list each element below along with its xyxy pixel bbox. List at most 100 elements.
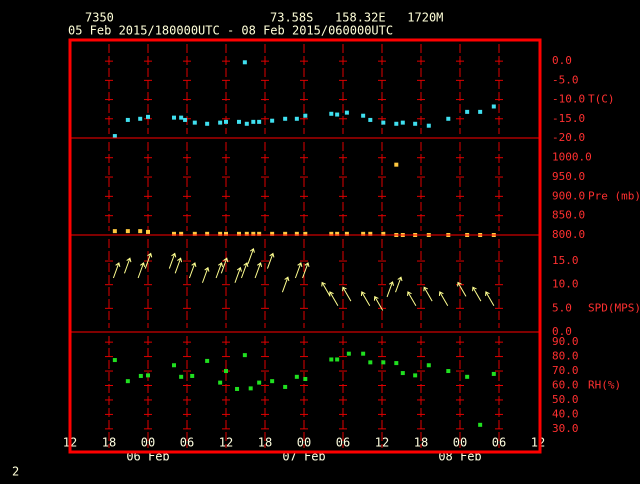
wind-arrow <box>342 286 352 302</box>
data-point <box>138 116 143 121</box>
data-point <box>218 120 223 125</box>
data-point <box>446 116 451 121</box>
x-tick-label: 06 <box>492 436 506 450</box>
data-point <box>192 231 197 236</box>
x-tick-label: 12 <box>219 436 233 450</box>
data-point <box>303 231 308 236</box>
data-point <box>146 114 150 119</box>
data-point <box>146 229 150 234</box>
data-point <box>381 360 386 365</box>
wind-arrow <box>407 291 417 307</box>
y-tick-label: 70.0 <box>552 364 579 377</box>
data-point <box>237 231 241 236</box>
y-tick-label: 80.0 <box>552 350 579 363</box>
data-point <box>335 231 340 236</box>
axis-label: RH(%) <box>588 378 621 391</box>
data-point <box>381 231 386 236</box>
y-tick-label: 1000.0 <box>552 151 592 164</box>
y-tick-label: -15.0 <box>552 112 585 125</box>
data-point <box>394 162 399 167</box>
x-tick-label: 18 <box>258 436 272 450</box>
data-point <box>242 353 247 358</box>
wind-arrow <box>457 281 467 297</box>
data-point <box>303 113 308 118</box>
data-point <box>400 120 405 125</box>
time-period: 05 Feb 2015/180000UTC - 08 Feb 2015/0600… <box>68 24 393 38</box>
wind-arrow <box>485 291 495 307</box>
data-point <box>251 119 256 124</box>
y-tick-label: -20.0 <box>552 131 585 144</box>
data-point <box>368 360 373 365</box>
data-point <box>335 112 340 117</box>
data-point <box>294 231 299 236</box>
data-point <box>183 117 188 122</box>
data-point <box>125 229 130 234</box>
data-point <box>138 229 143 234</box>
data-point <box>465 109 470 114</box>
x-tick-label: 12 <box>375 436 389 450</box>
data-point <box>112 134 117 139</box>
data-point <box>426 123 431 128</box>
data-point <box>257 231 262 236</box>
data-point <box>270 231 275 236</box>
data-point <box>146 373 150 378</box>
y-tick-label: 15.0 <box>552 254 579 267</box>
data-point <box>112 229 117 234</box>
axis-label: Pre (mb) <box>588 189 640 202</box>
wind-arrow <box>144 252 153 269</box>
data-point <box>335 357 340 362</box>
data-point <box>361 351 366 356</box>
x-tick-label: 00 <box>141 436 155 450</box>
y-tick-label: -5.0 <box>552 73 579 86</box>
wind-arrow <box>423 286 433 302</box>
data-point <box>491 104 496 109</box>
data-point <box>244 121 249 126</box>
wind-arrow <box>174 257 183 274</box>
station-id: 7350 <box>85 11 114 25</box>
data-point <box>303 376 308 381</box>
x-tick-label: 06 <box>180 436 194 450</box>
wind-arrow <box>168 252 177 269</box>
wind-arrow <box>373 295 384 311</box>
x-tick-label: 18 <box>414 436 428 450</box>
x-tick-label: 00 <box>297 436 311 450</box>
wind-arrow <box>329 291 339 307</box>
data-point <box>361 113 366 118</box>
x-tick-label: 18 <box>102 436 116 450</box>
data-point <box>400 371 405 376</box>
data-point <box>224 231 228 236</box>
data-point <box>381 120 386 125</box>
data-point <box>205 121 210 126</box>
y-tick-label: 950.0 <box>552 170 585 183</box>
wind-arrow <box>123 257 132 274</box>
data-point <box>329 357 334 362</box>
data-point <box>394 361 399 366</box>
wind-arrow <box>360 291 371 307</box>
y-tick-label: 900.0 <box>552 189 585 202</box>
wind-arrow <box>266 252 275 269</box>
wind-arrow <box>294 262 303 279</box>
data-point <box>491 371 496 376</box>
data-point <box>192 120 197 125</box>
y-tick-label: 0.0 <box>552 54 572 67</box>
data-point <box>224 119 228 124</box>
data-point <box>294 374 299 379</box>
data-point <box>205 358 210 363</box>
data-point <box>344 110 349 115</box>
data-point <box>125 117 130 122</box>
wind-arrow <box>215 262 224 279</box>
data-point <box>283 116 288 121</box>
axis-label: T(C) <box>588 93 615 106</box>
y-tick-label: 850.0 <box>552 209 585 222</box>
data-point <box>413 121 418 126</box>
y-tick-label: 800.0 <box>552 228 585 241</box>
data-point <box>346 351 351 356</box>
data-point <box>237 119 241 124</box>
data-point <box>224 369 228 374</box>
data-point <box>242 60 247 65</box>
data-point <box>179 374 184 379</box>
data-point <box>283 384 288 389</box>
wind-arrow <box>386 281 395 298</box>
wind-arrow <box>247 247 255 264</box>
data-point <box>244 231 249 236</box>
